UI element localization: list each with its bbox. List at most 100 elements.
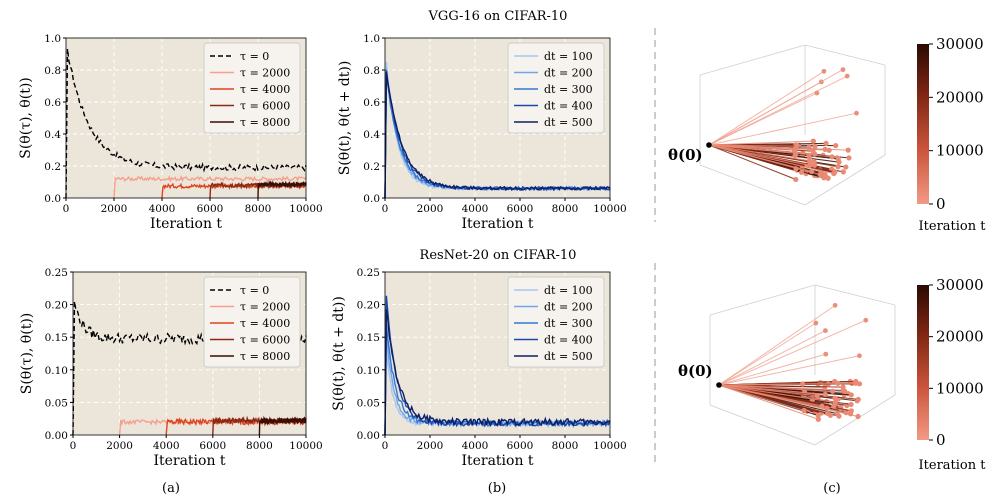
trajectory-point	[835, 164, 841, 170]
x-tick-label: 10000	[289, 203, 322, 215]
y-tick-label: 0.8	[44, 65, 61, 77]
x-tick-label: 2000	[101, 203, 128, 215]
trajectory-point	[863, 317, 869, 323]
colorbar-tick-label: 20000	[936, 328, 984, 346]
legend-label: dt = 400	[544, 334, 593, 347]
y-tick-label: 0.15	[357, 332, 380, 344]
trajectory-line-outlier	[718, 319, 866, 386]
chart-b-row1: 0 2000 4000 6000 8000 10000 0.00 0.05 0.10 0.15 0.…	[331, 267, 627, 469]
legend-label: τ = 8000	[240, 350, 290, 363]
x-axis-label: Iteration t	[150, 216, 222, 232]
x-tick-label: 8000	[552, 203, 579, 215]
x-tick-label: 8000	[245, 203, 272, 215]
axis-wireframe	[709, 284, 816, 316]
colorbar-tick-label: 10000	[936, 379, 984, 397]
y-tick-label: 0.0	[44, 193, 61, 205]
x-tick-label: 0	[70, 440, 77, 452]
colorbar-tick-label: 30000	[936, 35, 984, 53]
trajectory-point	[822, 391, 828, 397]
trajectory-line-outlier	[718, 353, 826, 386]
y-tick-label: 0.6	[363, 97, 380, 109]
x-tick-label: 8000	[246, 440, 273, 452]
x-tick-label: 6000	[197, 203, 224, 215]
trajectory-point	[817, 171, 823, 178]
trajectory-point	[847, 411, 854, 417]
x-tick-label: 0	[382, 440, 389, 452]
legend-label: τ = 4000	[240, 83, 290, 96]
trajectory-point	[855, 396, 861, 402]
x-tick-label: 10000	[593, 203, 626, 215]
row-title-vgg: VGG-16 on CIFAR-10	[428, 9, 568, 24]
y-axis-label: S(θ(τ), θ(t))	[19, 313, 35, 395]
colorbar-ticks: 0 10000 20000 30000 0 10000 20000 30000	[929, 35, 984, 449]
trajectory-line	[708, 144, 815, 155]
y-tick-label: 0.8	[363, 65, 380, 77]
trajectory-point	[794, 142, 800, 148]
x-tick-label: 4000	[462, 203, 489, 215]
x-tick-label: 2000	[417, 440, 444, 452]
x-axis-label: Iteration t	[153, 453, 225, 469]
trajectory-point	[829, 154, 835, 160]
colorbar-tick-label: 0	[936, 431, 946, 449]
y-tick-label: 0.20	[357, 300, 380, 312]
x-tick-label: 6000	[199, 440, 226, 452]
x-tick-label: 6000	[507, 203, 534, 215]
trajectory-line-outlier	[718, 304, 836, 386]
y-tick-label: 0.15	[45, 332, 68, 344]
legend-label: τ = 8000	[240, 116, 290, 129]
legend-label: τ = 2000	[240, 67, 290, 80]
y-tick-label: 0.05	[357, 397, 380, 409]
trajectory-point	[823, 140, 829, 146]
theta0-label-bottom: θ(0)	[678, 362, 713, 380]
colorbar-tick-label: 20000	[936, 88, 984, 106]
y-tick-label: 1.0	[363, 33, 380, 45]
trajectory-3d-bottom	[709, 284, 896, 446]
series-line-0	[65, 48, 307, 199]
y-tick-label: 0.4	[363, 129, 380, 141]
trajectory-point	[843, 164, 849, 170]
y-axis-label: S(θ(τ), θ(t))	[18, 77, 34, 159]
axis-wireframe	[699, 164, 806, 206]
trajectory-point	[846, 155, 852, 161]
trajectory-point	[823, 351, 829, 357]
trajectory-point	[810, 158, 817, 165]
legend-label: τ = 0	[240, 50, 269, 63]
trajectory-point	[840, 169, 846, 175]
series-line-4	[384, 72, 611, 199]
legend-label: τ = 0	[240, 284, 269, 297]
x-tick-label: 10000	[289, 440, 322, 452]
series-line-0	[72, 301, 307, 436]
trajectory-point	[833, 142, 839, 149]
y-tick-label: 0.4	[44, 129, 61, 141]
y-tick-label: 0.0	[363, 193, 380, 205]
x-tick-label: 8000	[552, 440, 579, 452]
trajectory-3d-top	[699, 44, 886, 206]
trajectory-line	[718, 383, 803, 386]
trajectory-point	[812, 151, 818, 157]
legend-box	[203, 42, 301, 134]
panel-label-c: (c)	[823, 481, 840, 496]
trajectory-line	[708, 144, 796, 180]
y-tick-label: 0.10	[357, 365, 380, 377]
trajectory-point	[814, 90, 820, 96]
trajectory-line	[718, 384, 844, 391]
y-tick-label: 0.05	[45, 397, 68, 409]
legend-label: dt = 400	[544, 100, 593, 113]
trajectory-point	[821, 175, 827, 181]
series-line-4	[258, 415, 307, 436]
trajectory-line	[718, 384, 826, 395]
panel-label-a: (a)	[162, 481, 180, 496]
legend-label: dt = 500	[544, 350, 593, 363]
legend-label: τ = 6000	[240, 100, 290, 113]
trajectory-line-outlier	[708, 69, 844, 146]
trajectory-point	[832, 395, 838, 401]
legend-label: dt = 100	[544, 284, 593, 297]
axis-wireframe	[709, 404, 816, 446]
trajectory-line	[718, 384, 836, 404]
chart-b-row0: 0 2000 4000 6000 8000 10000 0.0 0.2 0.4 0.6 0.8 1.0…	[337, 33, 627, 232]
x-axis-label: Iteration t	[461, 453, 533, 469]
y-tick-label: 0.00	[357, 430, 380, 442]
trajectory-point	[799, 381, 806, 387]
trajectory-line	[718, 384, 851, 415]
